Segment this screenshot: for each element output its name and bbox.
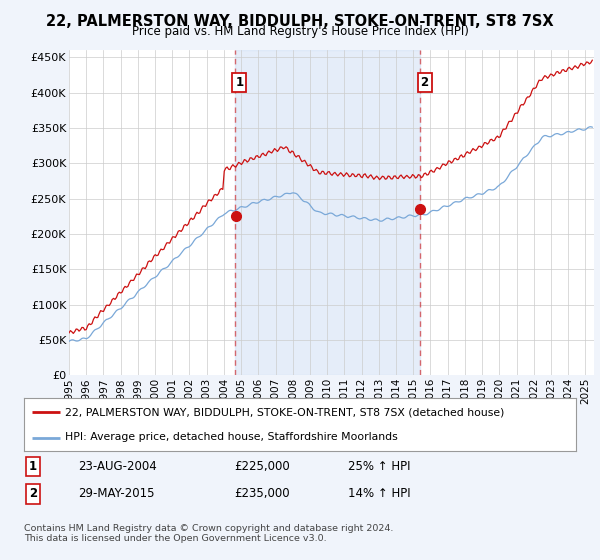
Text: 22, PALMERSTON WAY, BIDDULPH, STOKE-ON-TRENT, ST8 7SX: 22, PALMERSTON WAY, BIDDULPH, STOKE-ON-T… [46, 14, 554, 29]
Text: 14% ↑ HPI: 14% ↑ HPI [348, 487, 410, 501]
Text: 23-AUG-2004: 23-AUG-2004 [78, 460, 157, 473]
Text: 2: 2 [29, 487, 37, 501]
Text: Price paid vs. HM Land Registry's House Price Index (HPI): Price paid vs. HM Land Registry's House … [131, 25, 469, 38]
Text: Contains HM Land Registry data © Crown copyright and database right 2024.
This d: Contains HM Land Registry data © Crown c… [24, 524, 394, 543]
Text: 29-MAY-2015: 29-MAY-2015 [78, 487, 155, 501]
Text: 1: 1 [29, 460, 37, 473]
Text: HPI: Average price, detached house, Staffordshire Moorlands: HPI: Average price, detached house, Staf… [65, 432, 398, 442]
Text: 25% ↑ HPI: 25% ↑ HPI [348, 460, 410, 473]
Text: 2: 2 [421, 76, 428, 88]
Text: £235,000: £235,000 [234, 487, 290, 501]
Text: 22, PALMERSTON WAY, BIDDULPH, STOKE-ON-TRENT, ST8 7SX (detached house): 22, PALMERSTON WAY, BIDDULPH, STOKE-ON-T… [65, 408, 505, 418]
Text: £225,000: £225,000 [234, 460, 290, 473]
Text: 1: 1 [235, 76, 244, 88]
Bar [235, 50, 421, 375]
